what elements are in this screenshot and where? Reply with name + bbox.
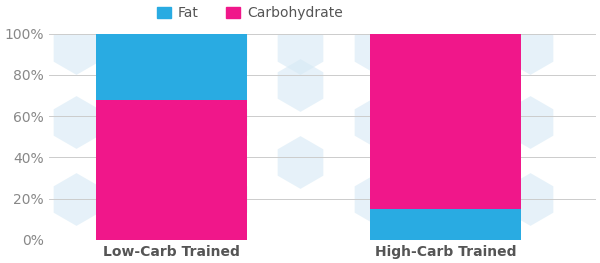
- Bar: [97, 100, 247, 240]
- Bar: [370, 34, 521, 209]
- Legend: Fat, Carbohydrate: Fat, Carbohydrate: [154, 3, 346, 23]
- Bar: [370, 209, 521, 240]
- Bar: [97, 34, 247, 100]
